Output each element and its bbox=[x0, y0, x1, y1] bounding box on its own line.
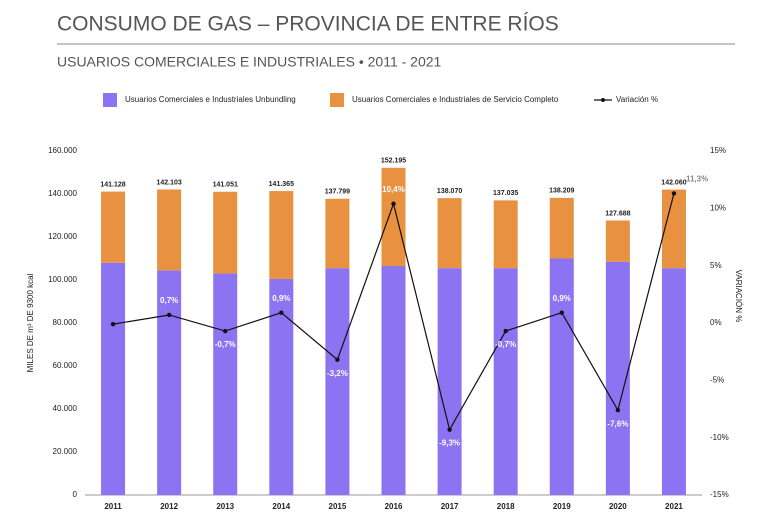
y2-tick-label: 10% bbox=[710, 203, 726, 212]
data-label: -7,6% bbox=[607, 419, 628, 428]
y-tick-label: 100.000 bbox=[48, 275, 77, 284]
bar bbox=[661, 268, 686, 495]
x-tick-label: 2020 bbox=[609, 502, 627, 511]
legend-swatch bbox=[103, 93, 117, 107]
bar bbox=[213, 273, 238, 495]
total-label: 138.209 bbox=[549, 188, 574, 195]
total-label: 137.799 bbox=[325, 189, 350, 196]
x-tick-label: 2016 bbox=[385, 502, 403, 511]
bar bbox=[549, 197, 574, 259]
data-label: 0,9% bbox=[272, 294, 290, 303]
variation-point bbox=[671, 191, 677, 196]
variation-point bbox=[391, 201, 396, 206]
bar bbox=[605, 220, 630, 262]
legend-label: Variación % bbox=[616, 95, 658, 104]
data-label: -9,3% bbox=[439, 439, 460, 448]
total-label: 141.365 bbox=[269, 181, 294, 188]
data-label: 0,9% bbox=[553, 294, 571, 303]
y2-tick-label: 15% bbox=[710, 146, 726, 155]
bar bbox=[549, 258, 574, 495]
y-tick-label: 40.000 bbox=[53, 404, 78, 413]
variation-point bbox=[559, 310, 564, 315]
y2-tick-label: -15% bbox=[710, 490, 729, 499]
total-label: 138.070 bbox=[437, 188, 462, 195]
variation-point bbox=[615, 407, 621, 413]
bar bbox=[661, 189, 686, 269]
bar bbox=[269, 191, 294, 279]
y2-tick-label: -5% bbox=[710, 375, 724, 384]
data-label: 10,4% bbox=[382, 185, 405, 194]
bar bbox=[101, 191, 126, 263]
y2-tick-label: -10% bbox=[710, 433, 729, 442]
total-label: 127.688 bbox=[605, 210, 630, 217]
data-label: 11,3% bbox=[686, 175, 708, 184]
bar bbox=[157, 189, 182, 271]
legend-label: Usuarios Comerciales e Industriales Unbu… bbox=[125, 95, 296, 104]
data-label: -3,2% bbox=[327, 369, 348, 378]
variation-point bbox=[110, 321, 116, 327]
total-label: 141.051 bbox=[213, 182, 238, 189]
y2-axis-label: VARIACIÓN % bbox=[734, 270, 743, 323]
y2-tick-label: 0% bbox=[710, 318, 722, 327]
bar bbox=[325, 268, 350, 495]
bar bbox=[381, 167, 406, 267]
bar bbox=[437, 198, 462, 269]
variation-point bbox=[223, 328, 228, 334]
x-tick-label: 2013 bbox=[216, 502, 234, 511]
y-tick-label: 140.000 bbox=[48, 189, 77, 198]
x-tick-label: 2012 bbox=[160, 502, 178, 511]
x-tick-label: 2019 bbox=[553, 502, 571, 511]
total-label: 137.035 bbox=[493, 190, 518, 197]
bar bbox=[493, 268, 518, 495]
variation-point bbox=[503, 328, 508, 334]
x-tick-label: 2021 bbox=[665, 502, 683, 511]
legend-marker bbox=[601, 98, 605, 102]
bar bbox=[493, 200, 518, 269]
legend-swatch bbox=[330, 93, 344, 107]
total-label: 142.103 bbox=[156, 179, 181, 186]
bar bbox=[381, 266, 406, 495]
variation-point bbox=[335, 357, 340, 362]
total-label: 141.128 bbox=[100, 181, 125, 188]
variation-point bbox=[447, 427, 452, 432]
y-tick-label: 80.000 bbox=[53, 318, 78, 327]
variation-point bbox=[279, 310, 284, 315]
y-tick-label: 20.000 bbox=[53, 447, 78, 456]
y-tick-label: 60.000 bbox=[53, 361, 78, 370]
y-tick-label: 0 bbox=[73, 490, 78, 499]
chart-subtitle: USUARIOS COMERCIALES E INDUSTRIALES • 20… bbox=[57, 54, 442, 70]
data-label: -0,7% bbox=[495, 340, 516, 349]
data-label: -0,7% bbox=[215, 340, 236, 349]
x-tick-label: 2017 bbox=[441, 502, 459, 511]
chart-title: CONSUMO DE GAS – PROVINCIA DE ENTRE RÍOS bbox=[57, 13, 559, 36]
y-axis-label: MILES DE m³ DE 9300 kcal bbox=[26, 273, 35, 372]
bar bbox=[101, 262, 126, 495]
x-tick-label: 2018 bbox=[497, 502, 515, 511]
y2-tick-label: 5% bbox=[710, 261, 722, 270]
x-tick-label: 2014 bbox=[272, 502, 290, 511]
y-tick-label: 120.000 bbox=[48, 232, 77, 241]
variation-point bbox=[166, 312, 172, 318]
bar bbox=[157, 270, 182, 495]
bar bbox=[213, 191, 238, 274]
data-label: 0,7% bbox=[160, 296, 178, 305]
legend-label: Usuarios Comerciales e Industriales de S… bbox=[352, 95, 559, 104]
total-label: 142.060 bbox=[661, 179, 686, 186]
x-tick-label: 2011 bbox=[104, 502, 122, 511]
total-label: 152.195 bbox=[381, 158, 406, 165]
x-tick-label: 2015 bbox=[329, 502, 347, 511]
bar bbox=[325, 198, 350, 269]
y-tick-label: 160.000 bbox=[48, 146, 77, 155]
bar bbox=[437, 268, 462, 495]
